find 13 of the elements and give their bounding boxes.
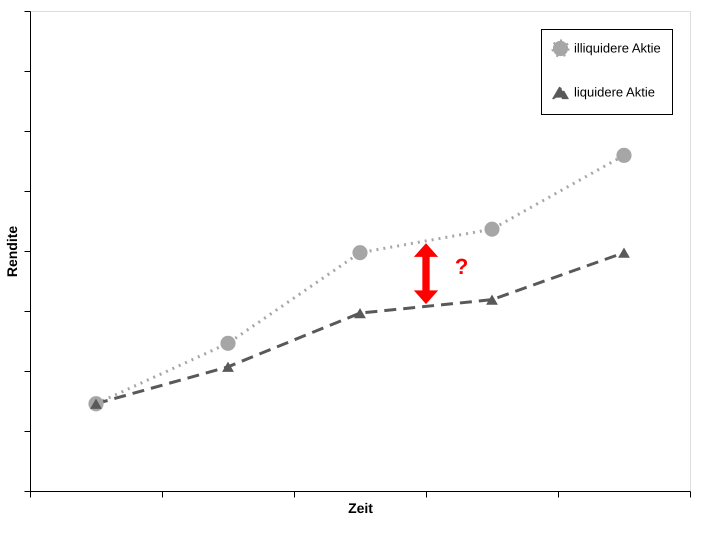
annotation: ? — [454, 254, 468, 279]
point — [618, 248, 630, 258]
x-axis-title: Zeit — [348, 500, 374, 516]
point — [354, 308, 366, 318]
point — [222, 362, 234, 372]
point — [352, 245, 368, 260]
legend-label: illiquidere Aktie — [574, 40, 661, 56]
point — [486, 294, 498, 305]
point — [220, 336, 236, 351]
y-axis-title: Rendite — [4, 226, 20, 278]
point — [484, 222, 500, 237]
point — [616, 148, 632, 163]
legend-label: liquidere Aktie — [574, 84, 655, 100]
